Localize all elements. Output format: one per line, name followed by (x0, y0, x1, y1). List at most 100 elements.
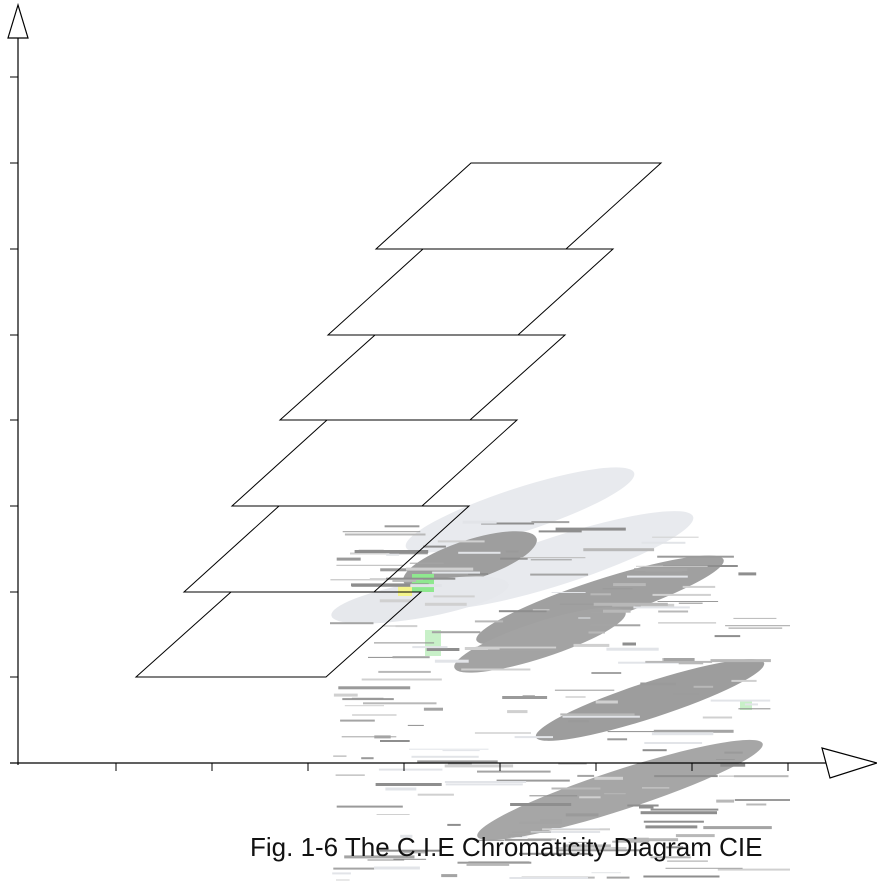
smear-streak (368, 656, 417, 658)
smear-streak (607, 731, 654, 733)
smear-streak (531, 521, 570, 524)
smear-streak (361, 678, 442, 681)
smear-streak (466, 863, 510, 866)
smear-streak (336, 557, 361, 561)
smear-streak (639, 806, 654, 809)
smear-streak (734, 799, 790, 801)
smear-streak (573, 643, 610, 647)
smear-streak (330, 579, 387, 581)
smear-streak (504, 838, 552, 841)
smear-streak (477, 770, 551, 773)
smear-streak (386, 577, 456, 580)
smear-streak (718, 775, 765, 777)
smear-streak (738, 708, 771, 710)
smear-streak (374, 642, 435, 644)
smear-streak (511, 831, 551, 833)
smear-streak (344, 705, 384, 707)
smear-streak (633, 606, 690, 609)
smear-streak (588, 631, 605, 634)
plane-layer-2 (182, 505, 471, 593)
smear-streak (532, 609, 550, 611)
smear-streak (558, 763, 587, 765)
smear-streak (406, 567, 474, 571)
smear-streak (568, 841, 587, 843)
smear-streak (393, 858, 427, 860)
smear-streak (591, 672, 622, 674)
smear-streak (510, 803, 572, 806)
smear-streak (641, 541, 686, 544)
smear-streak (342, 698, 394, 701)
smear-streak (538, 530, 582, 533)
smear-streak (590, 624, 641, 627)
smear-streak (654, 775, 718, 778)
smear-streak (554, 689, 615, 691)
smear-streak (375, 783, 442, 786)
smear-streak (607, 738, 628, 741)
smear-streak (642, 749, 667, 752)
smear-streak (657, 601, 719, 602)
smear-streak (529, 795, 578, 797)
smear-streak (496, 779, 570, 782)
smear-streak (558, 849, 641, 852)
plane-layer-1 (134, 591, 423, 678)
smear-streak (675, 834, 715, 838)
smear-streak (555, 847, 627, 849)
smear-streak (657, 555, 734, 558)
smear-streak (444, 781, 527, 783)
smear-streak (595, 700, 618, 704)
smear-streak (658, 610, 689, 613)
smear-streak (502, 696, 548, 699)
smear-streak (441, 874, 458, 878)
plane-layer-6 (374, 162, 663, 250)
smear-streak (622, 642, 636, 646)
smear-streak (412, 646, 448, 649)
smear-streak (340, 719, 375, 722)
smear-streak (627, 575, 688, 578)
smear-streak (716, 799, 735, 803)
smear-streak (559, 603, 595, 605)
smear-streak (434, 659, 469, 663)
smear-streak (332, 872, 351, 875)
smear-streak (519, 852, 592, 855)
smear-streak (330, 622, 374, 625)
smear-streak (643, 820, 704, 823)
smear-streak (530, 831, 601, 833)
smear-streak (505, 550, 519, 553)
smear-streak (651, 732, 714, 736)
smear-streak (714, 635, 741, 638)
smear-streak (560, 713, 635, 716)
smear-streak (431, 631, 481, 634)
smear-streak (634, 568, 688, 572)
smear-streak (716, 759, 735, 760)
smear-streak (665, 867, 743, 869)
smear-streak (392, 656, 430, 659)
smear-streak (678, 662, 704, 665)
smear-streak (644, 742, 703, 744)
smear-streak (335, 774, 365, 776)
smear-streak (693, 685, 714, 688)
smear-streak (374, 866, 420, 870)
smear-streak (645, 570, 683, 572)
smear-streak (583, 548, 655, 552)
smear-streak (738, 572, 757, 576)
smear-streak (710, 699, 771, 702)
smear-streak (542, 828, 610, 831)
smear-streak (640, 682, 676, 686)
smear-streak (746, 803, 767, 806)
smear-streak (645, 825, 698, 829)
smear-streak (474, 732, 531, 734)
smear-streak (363, 702, 437, 705)
smear-streak (333, 867, 375, 870)
smear-streak (367, 859, 405, 861)
smear-streak (508, 834, 522, 838)
smear-streak (380, 740, 410, 742)
smear-streak (627, 804, 659, 807)
smear-streak (568, 720, 589, 723)
smear-streak (354, 550, 429, 553)
y-axis-arrowhead-icon (7, 2, 29, 39)
smear-streak (652, 536, 699, 538)
smear-streak (423, 707, 443, 711)
smear-streak (341, 736, 397, 738)
smear-streak (645, 660, 713, 663)
